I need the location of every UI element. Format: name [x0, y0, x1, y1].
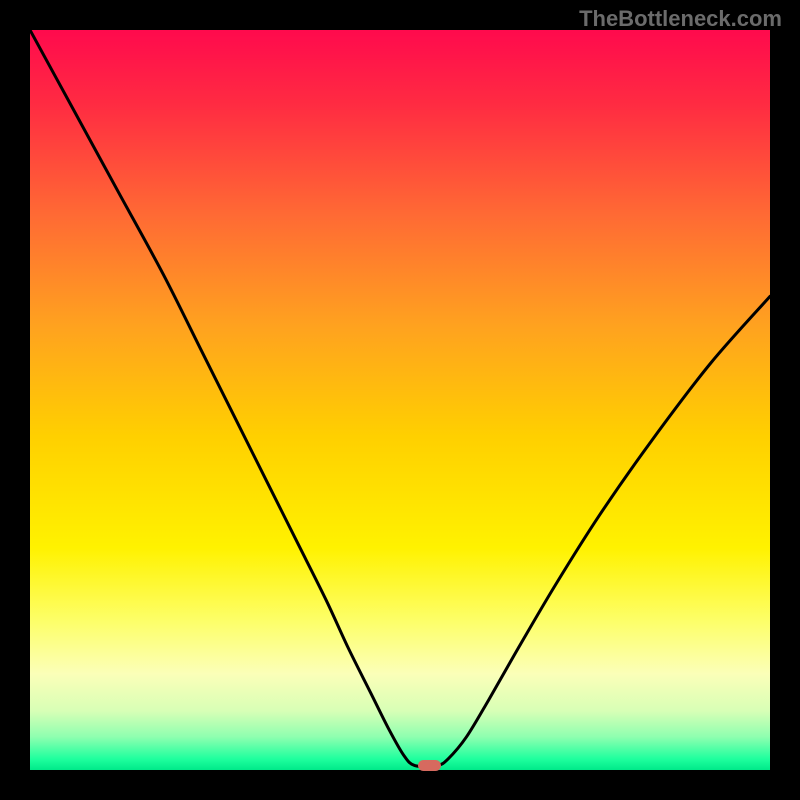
- watermark-text: TheBottleneck.com: [579, 6, 782, 32]
- plot-svg: [30, 30, 770, 770]
- plot-area: [30, 30, 770, 770]
- chart-frame: TheBottleneck.com: [0, 0, 800, 800]
- bottleneck-curve: [30, 30, 770, 767]
- optimal-point-marker: [418, 760, 442, 772]
